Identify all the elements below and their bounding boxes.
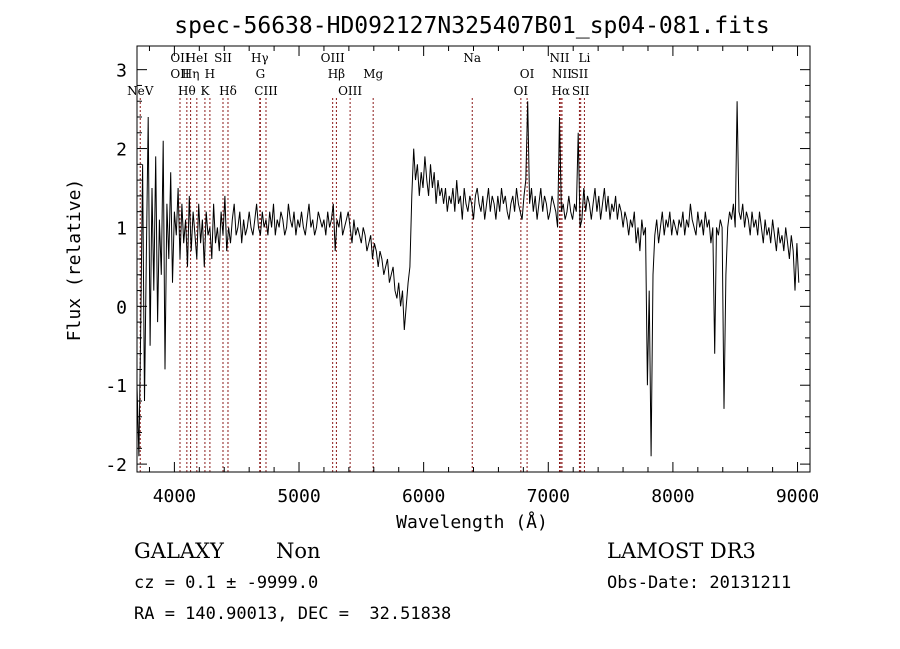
chart-title: spec-56638-HD092127N325407B01_sp04-081.f… — [174, 13, 769, 39]
x-tick-label: 5000 — [277, 486, 320, 507]
y-axis-label: Flux (relative) — [64, 179, 85, 342]
spectral-line-label: CIII — [254, 84, 278, 98]
spectral-line-label: Hβ — [328, 67, 345, 81]
x-axis-label: Wavelength (Å) — [396, 511, 548, 533]
spectral-line-label: H — [205, 67, 215, 81]
y-tick-label: 0 — [116, 297, 127, 318]
spectral-line-labels: NeV OII OII Hθ Hη HeI KH SII Hδ Hγ G CIII OIII Hβ OIII… — [127, 51, 590, 98]
spectral-line-label: Hθ — [178, 84, 196, 98]
x-tick-label: 8000 — [651, 486, 694, 507]
spectral-line-label: OI — [520, 67, 535, 81]
redshift-cz: cz = 0.1 ± -9999.0 — [134, 573, 318, 593]
spectral-line-label: G — [256, 67, 266, 81]
x-tick-label: 7000 — [527, 486, 570, 507]
spectral-line-label: Li — [579, 51, 591, 65]
spectral-line-label: SII — [572, 84, 590, 98]
x-axis: 4000 5000 6000 7000 8000 9000 — [148, 46, 819, 507]
spectral-line-label: Hη — [182, 67, 200, 81]
observation-date: Obs-Date: 20131211 — [607, 573, 791, 593]
spectrum-line — [136, 101, 800, 457]
spectral-line-label: OIII — [338, 84, 362, 98]
y-axis: -2 -1 0 1 2 3 — [105, 61, 810, 476]
coordinates: RA = 140.90013, DEC = 32.51838 — [134, 604, 451, 624]
y-tick-label: -1 — [105, 376, 127, 397]
spectral-line-label: Mg — [363, 67, 383, 81]
spectral-line-label: OII — [170, 67, 190, 81]
spectral-line-label: OIII — [321, 51, 345, 65]
spectral-line-label: NeV — [127, 84, 154, 98]
y-tick-label: 1 — [116, 218, 127, 239]
plot-frame — [136, 45, 811, 473]
spectral-line-label: Hγ — [251, 51, 269, 65]
spectral-line-label: Hα — [551, 84, 570, 98]
spectral-line-label: K — [200, 84, 210, 98]
spectral-line-label: Hδ — [219, 84, 237, 98]
y-tick-label: 3 — [116, 61, 127, 82]
x-tick-label: 4000 — [153, 486, 196, 507]
spectral-line-label: SII — [571, 67, 589, 81]
spectral-line-label: OI — [514, 84, 529, 98]
spectral-line-label: HeI — [186, 51, 209, 65]
spectral-line-label: NII — [550, 51, 570, 65]
spectral-line-label: SII — [214, 51, 232, 65]
spectral-line-markers — [139, 98, 585, 472]
x-tick-label: 6000 — [402, 486, 445, 507]
spectral-line-label: OII — [170, 51, 190, 65]
subclass: Non — [276, 539, 321, 563]
spectral-line-label: NII — [552, 67, 572, 81]
spectral-line-label: Na — [463, 51, 481, 65]
y-tick-label: -2 — [105, 455, 127, 476]
object-class: GALAXY — [134, 539, 225, 563]
y-tick-label: 2 — [116, 140, 127, 161]
x-tick-label: 9000 — [776, 486, 819, 507]
survey-name: LAMOST DR3 — [607, 539, 756, 563]
